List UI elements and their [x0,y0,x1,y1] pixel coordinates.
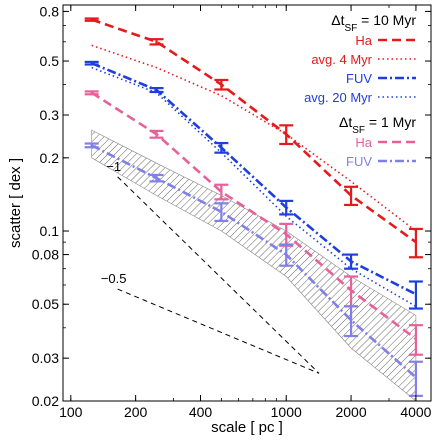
x-tick-label: 2000 [335,404,366,420]
error-bar-fuv-5-1 [149,173,164,183]
series-line-ha-0 [91,18,417,244]
axes-layer: 100 200 400 1000 2000 4000 0.02 0.03 0.05 0.08 0.1… [32,3,432,420]
series-line-fuv-2 [91,61,417,296]
error-bar-ha-4-5 [408,324,423,356]
svg-text:avg. 4 Myr: avg. 4 Myr [311,52,372,67]
y-axis-label: scatter [ dex ] [7,158,24,248]
error-bar-fuv-2-1 [149,86,164,94]
error-bar-ha-0-2 [214,78,229,91]
error-bar-fuv-5-3 [279,243,294,267]
reference-slopes-layer: −1 −0.5 [101,159,320,374]
legend-entry-1-1: FUV [346,154,416,169]
error-bar-fuv-5-4 [344,305,359,338]
y-tick-label: 0.3 [40,107,60,123]
reference-line-label-1: −0.5 [101,271,127,286]
reference-line-label-0: −1 [106,159,121,174]
x-axis-label: scale [ pc ] [211,419,283,436]
error-bar-ha-0-5 [408,227,423,259]
error-bar-fuv-2-4 [344,253,359,270]
error-bar-ha-0-3 [279,124,294,146]
error-bar-fuv-2-0 [84,60,99,66]
y-tick-label: 0.2 [40,150,60,166]
reference-line-slope-0 [117,176,320,374]
error-bar-ha-4-0 [84,90,99,96]
svg-text:Ha: Ha [355,135,372,150]
error-bar-fuv-2-5 [408,280,423,310]
y-tick-label: 0.8 [40,3,60,19]
svg-text:FUV: FUV [346,71,372,86]
error-bar-ha-0-4 [344,185,359,207]
series-line-avg-4-myr-1 [91,44,417,232]
y-tick-label: 0.08 [32,247,59,263]
error-bar-ha-0-0 [84,17,99,22]
x-tick-label: 100 [59,404,83,420]
x-tick-label: 400 [189,404,213,420]
error-bar-fuv-2-2 [214,141,229,154]
error-bar-fuv-2-3 [279,199,294,216]
reference-line-slope-1 [117,288,320,374]
y-tick-label: 0.03 [32,350,59,366]
svg-text:FUV: FUV [346,154,372,169]
x-tick-label: 1000 [271,404,302,420]
legend-entry-0-2: FUV [346,71,416,86]
x-tick-label: 200 [124,404,148,420]
error-bar-ha-4-1 [149,129,164,139]
plot-frame [62,4,432,402]
legend-group-title-0: ΔtSF = 10 Myr [331,12,416,34]
y-tick-label: 0.1 [40,223,60,239]
error-bar-ha-4-2 [214,183,229,201]
error-bars-layer [84,17,423,397]
error-bar-fuv-5-0 [84,142,99,149]
y-tick-label: 0.5 [40,53,60,69]
y-tick-label: 0.05 [32,296,59,312]
x-tick-label: 4000 [400,404,431,420]
series-line-ha-4 [91,91,417,340]
series-line-fuv-5 [91,144,417,379]
svg-text:Ha: Ha [355,33,372,48]
legend-group-title-1: ΔtSF = 1 Myr [339,114,416,136]
series-line-avg-20-myr-3 [91,66,417,308]
legend-entry-0-1: avg. 4 Myr [311,52,416,67]
error-bar-ha-0-1 [149,38,164,46]
legend-entry-1-0: Ha [355,135,416,150]
svg-text:avg. 20 Myr: avg. 20 Myr [304,90,373,105]
series-layer [91,18,417,379]
legend-entry-0-3: avg. 20 Myr [304,90,416,105]
error-bar-fuv-5-2 [214,202,229,223]
legend-entry-0-0: Ha [355,33,416,48]
y-tick-label: 0.02 [32,393,59,409]
